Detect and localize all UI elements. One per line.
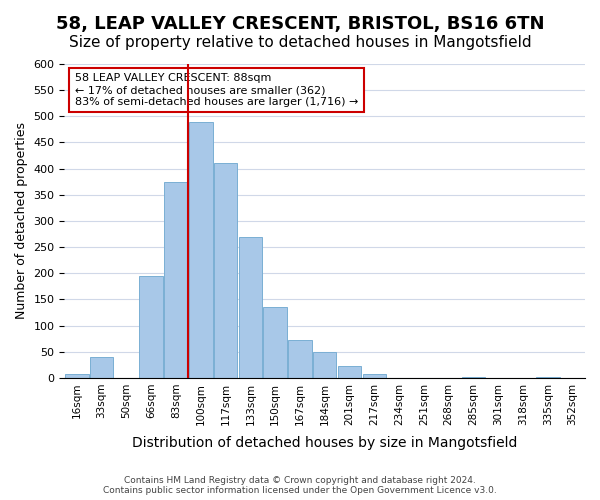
Bar: [536, 377, 560, 378]
Text: 58 LEAP VALLEY CRESCENT: 88sqm
← 17% of detached houses are smaller (362)
83% of: 58 LEAP VALLEY CRESCENT: 88sqm ← 17% of …: [75, 74, 358, 106]
Bar: [461, 377, 485, 378]
Bar: [164, 182, 188, 378]
Bar: [139, 276, 163, 378]
Text: Size of property relative to detached houses in Mangotsfield: Size of property relative to detached ho…: [68, 35, 532, 50]
Bar: [338, 366, 361, 378]
Text: 58, LEAP VALLEY CRESCENT, BRISTOL, BS16 6TN: 58, LEAP VALLEY CRESCENT, BRISTOL, BS16 …: [56, 15, 544, 33]
Bar: [189, 122, 212, 378]
Bar: [214, 164, 238, 378]
Y-axis label: Number of detached properties: Number of detached properties: [15, 122, 28, 320]
Bar: [263, 308, 287, 378]
Text: Contains HM Land Registry data © Crown copyright and database right 2024.
Contai: Contains HM Land Registry data © Crown c…: [103, 476, 497, 495]
X-axis label: Distribution of detached houses by size in Mangotsfield: Distribution of detached houses by size …: [132, 436, 517, 450]
Bar: [239, 236, 262, 378]
Bar: [90, 357, 113, 378]
Bar: [362, 374, 386, 378]
Bar: [288, 340, 311, 378]
Bar: [65, 374, 89, 378]
Bar: [313, 352, 337, 378]
